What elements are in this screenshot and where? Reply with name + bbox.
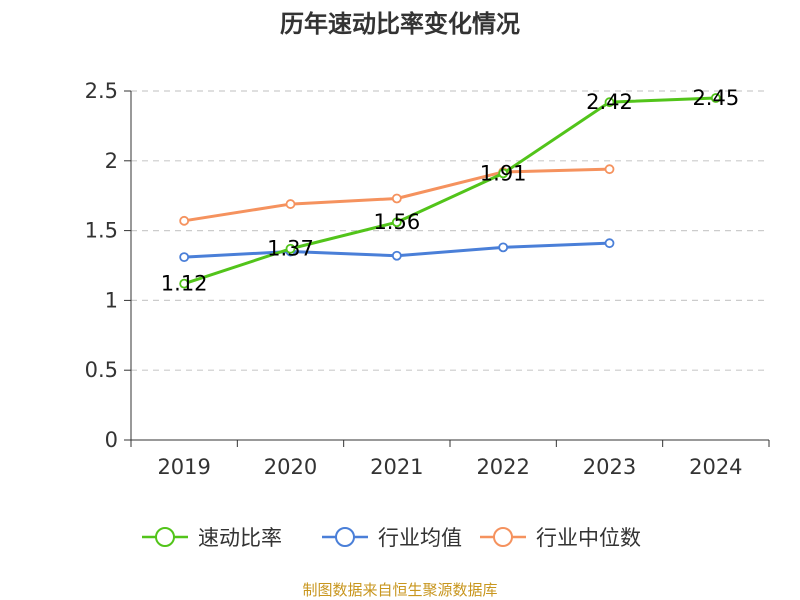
series-group bbox=[179, 93, 721, 289]
source-note: 制图数据来自恒生聚源数据库 bbox=[302, 581, 497, 599]
data-label: 1.12 bbox=[161, 272, 208, 296]
y-tick-label: 0.5 bbox=[85, 358, 118, 382]
legend-item[interactable]: 速动比率 bbox=[142, 526, 282, 550]
series-2-point bbox=[179, 215, 190, 226]
legend-swatch-marker bbox=[335, 527, 355, 547]
series-2-point bbox=[604, 164, 615, 175]
legend-item[interactable]: 行业均值 bbox=[322, 526, 462, 550]
series-0-line bbox=[182, 96, 718, 286]
x-tick-label: 2019 bbox=[157, 455, 210, 479]
y-tick-label: 1 bbox=[105, 288, 118, 312]
legend-label: 行业均值 bbox=[378, 526, 462, 550]
legend-swatch-marker bbox=[493, 527, 513, 547]
data-labels: 1.12 1.37 1.56 1.91 2.42 2.45 bbox=[161, 86, 739, 296]
series-1-point bbox=[179, 252, 190, 263]
data-label: 1.91 bbox=[480, 161, 527, 185]
y-tick-label: 0 bbox=[105, 428, 118, 452]
axes: 0 0.5 1 1.5 2 2.5 2019 2020 2021 2022 2023 2024 bbox=[85, 79, 770, 479]
series-0-point bbox=[179, 278, 190, 289]
legend[interactable]: 速动比率 行业均值 行业中位数 bbox=[142, 526, 641, 550]
x-tick-label: 2020 bbox=[264, 455, 317, 479]
series-2-point bbox=[391, 193, 402, 204]
legend-item[interactable]: 行业中位数 bbox=[480, 526, 641, 550]
grid-lines bbox=[131, 90, 769, 371]
legend-swatch-marker bbox=[155, 527, 175, 547]
data-label: 1.37 bbox=[267, 237, 314, 261]
x-tick-label: 2024 bbox=[689, 455, 742, 479]
series-0-point bbox=[285, 243, 296, 254]
series-1-point bbox=[391, 250, 402, 261]
series-2-point bbox=[285, 199, 296, 209]
x-tick-label: 2023 bbox=[583, 455, 636, 479]
data-label: 2.42 bbox=[586, 90, 633, 114]
data-label: 2.45 bbox=[692, 86, 739, 110]
series-1-point bbox=[604, 238, 615, 249]
x-tick-label: 2022 bbox=[476, 455, 529, 479]
series-1-point bbox=[498, 242, 509, 253]
series-0-point bbox=[498, 168, 509, 179]
y-tick-label: 1.5 bbox=[85, 219, 118, 243]
series-0-point bbox=[604, 97, 615, 108]
data-label: 1.56 bbox=[373, 210, 420, 234]
legend-label: 速动比率 bbox=[198, 526, 282, 550]
x-tick-label: 2021 bbox=[370, 455, 423, 479]
y-tick-label: 2.5 bbox=[85, 79, 118, 103]
y-tick-label: 2 bbox=[105, 149, 118, 173]
series-0-point bbox=[710, 93, 721, 103]
series-0-point bbox=[391, 217, 402, 228]
legend-label: 行业中位数 bbox=[536, 526, 641, 550]
chart-title: 历年速动比率变化情况 bbox=[280, 10, 520, 38]
